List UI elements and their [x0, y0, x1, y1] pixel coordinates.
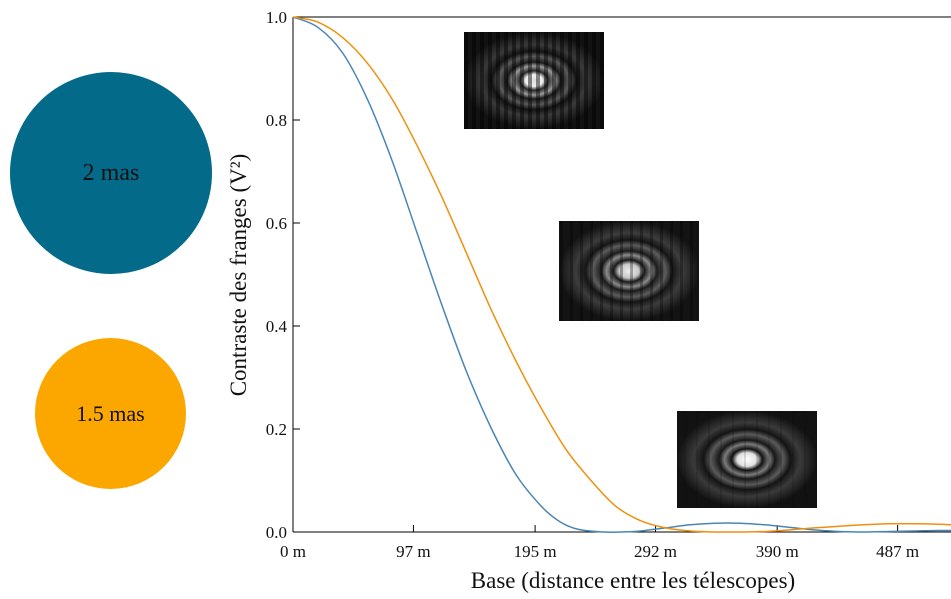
- y-axis-label: Contraste des franges (V²): [226, 154, 251, 397]
- y-tick-label-4: 0.8: [266, 111, 287, 130]
- x-axis-label: Base (distance entre les télescopes): [471, 568, 795, 593]
- x-tick-label-3: 292 m: [634, 542, 677, 561]
- y-tick-label-2: 0.4: [266, 317, 288, 336]
- legend-circle-1-5mas: 1.5 mas: [35, 338, 186, 489]
- series-line-0: [292, 16, 951, 533]
- legend-circle-2mas: 2 mas: [10, 72, 212, 274]
- fringe-image-3: [677, 411, 817, 508]
- y-tick-label-1: 0.2: [266, 420, 287, 439]
- fringe-image-2: [559, 221, 699, 321]
- legend-label-1-5mas: 1.5 mas: [76, 400, 145, 426]
- x-tick-label-0: 0 m: [280, 542, 306, 561]
- series-group: [292, 16, 951, 533]
- fringe-image-1: [464, 32, 604, 129]
- y-tick-label-3: 0.6: [266, 214, 287, 233]
- x-tick-label-2: 195 m: [514, 542, 557, 561]
- y-tick-label-0: 0.0: [266, 523, 287, 542]
- legend-label-2mas: 2 mas: [82, 159, 140, 186]
- x-tick-label-5: 487 m: [876, 542, 919, 561]
- series-line-1: [292, 16, 951, 533]
- x-tick-label-4: 390 m: [756, 542, 799, 561]
- x-tick-label-1: 97 m: [396, 542, 430, 561]
- y-tick-label-5: 1.0: [266, 8, 287, 27]
- ticks: 0 m 97 m 195 m 292 m 390 m 487 m 0.0 0.2 0.4 0.6 0…: [266, 8, 919, 561]
